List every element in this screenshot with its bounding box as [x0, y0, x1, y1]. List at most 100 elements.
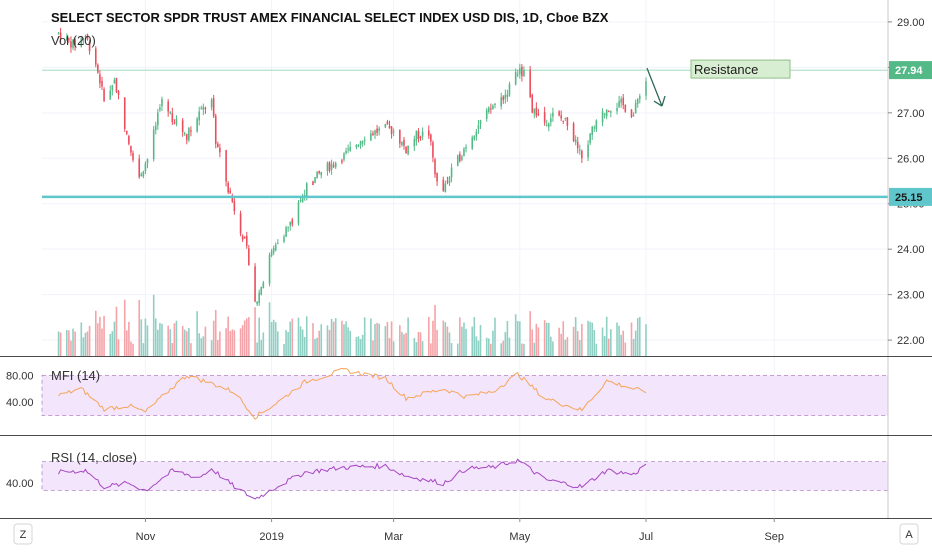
candle-body-19: [113, 80, 116, 84]
volume-bar-23: [126, 330, 128, 356]
mfi-label[interactable]: MFI (14): [51, 368, 100, 383]
candle-body-103: [357, 145, 360, 147]
volume-bar-41: [175, 320, 178, 356]
candle-body-50: [202, 106, 205, 110]
time-tick-label-0: Nov: [136, 531, 156, 543]
volume-bar-125: [419, 332, 422, 356]
volume-bar-129: [432, 320, 434, 356]
volume-bar-1: [59, 332, 62, 356]
candle-body-54: [214, 115, 217, 144]
volume-bar-197: [630, 322, 633, 356]
volume-bar-76: [277, 331, 279, 356]
volume-bar-121: [407, 317, 409, 356]
candle-body-21: [117, 91, 120, 95]
candle-body-31: [146, 159, 149, 164]
candle-body-84: [301, 195, 304, 203]
candle-body-73: [270, 251, 273, 256]
volume-bar-94: [330, 318, 333, 356]
volume-bar-53: [212, 320, 215, 356]
volume-bar-112: [384, 326, 387, 356]
volume-bar-200: [636, 318, 639, 356]
volume-bar-156: [508, 337, 511, 356]
volume-bar-70: [260, 339, 263, 356]
rsi-band: [41, 461, 889, 491]
volume-bar-24: [128, 321, 130, 356]
volume-bar-17: [109, 333, 112, 356]
candle-body-97: [341, 160, 343, 163]
volume-bar-130: [434, 304, 436, 356]
auto-scale-button[interactable]: [899, 523, 919, 545]
volume-bar-127: [428, 316, 430, 356]
volume-bar-80: [289, 321, 292, 356]
volume-bar-28: [140, 319, 143, 356]
volume-bar-157: [514, 314, 517, 356]
candle-body-114: [388, 125, 391, 129]
volume-bar-107: [370, 318, 372, 356]
volume-bar-8: [82, 337, 85, 356]
volume-bar-178: [574, 317, 577, 356]
candle-body-52: [210, 99, 213, 108]
candle-body-175: [564, 117, 567, 119]
volume-bar-133: [444, 322, 447, 356]
candle-body-76: [277, 243, 279, 245]
volume-bars: [57, 294, 647, 356]
volume-bar-36: [161, 323, 163, 356]
volume-bar-57: [225, 328, 227, 356]
candle-body-67: [254, 266, 256, 302]
candle-body-193: [618, 101, 620, 107]
candle-body-64: [243, 237, 246, 239]
volume-label[interactable]: Vol (20): [51, 33, 96, 48]
candle-body-178: [574, 139, 577, 143]
volume-bar-154: [504, 331, 507, 356]
candle-body-152: [500, 97, 502, 107]
candle-body-96: [334, 162, 337, 168]
volume-bar-119: [403, 334, 405, 356]
candle-body-75: [274, 244, 277, 251]
volume-bar-185: [593, 329, 596, 356]
volume-bar-90: [318, 330, 320, 356]
resistance-label-box[interactable]: [690, 59, 791, 79]
candle-body-149: [490, 108, 492, 110]
candle-body-145: [477, 125, 480, 129]
candle-body-34: [157, 112, 159, 126]
volume-bar-92: [326, 325, 329, 356]
candle-body-129: [432, 142, 434, 158]
candle-body-93: [328, 161, 331, 171]
volume-bar-110: [376, 322, 378, 356]
volume-bar-169: [547, 322, 550, 356]
candle-body-154: [504, 94, 507, 99]
candle-body-91: [320, 171, 323, 176]
candle-body-163: [531, 94, 534, 113]
volume-bar-150: [492, 330, 494, 356]
candle-body-117: [399, 130, 401, 144]
candle-body-83: [299, 199, 302, 201]
time-axis[interactable]: Nov 2019 Mar May Jul Sep: [136, 518, 784, 543]
volume-bar-180: [578, 339, 581, 356]
volume-bar-82: [297, 317, 300, 356]
candle-body-72: [268, 255, 271, 284]
time-tick-label-3: May: [509, 531, 530, 543]
rsi-label[interactable]: RSI (14, close): [51, 450, 137, 465]
candle-body-155: [506, 94, 509, 98]
candle-body-23: [126, 130, 128, 134]
candle-body-46: [190, 130, 192, 132]
candle-body-123: [415, 130, 418, 142]
volume-bar-151: [494, 317, 496, 356]
volume-bar-175: [564, 339, 567, 356]
resistance-price-value: 27.94: [895, 65, 923, 77]
volume-bar-134: [446, 326, 449, 356]
volume-bar-3: [68, 330, 70, 356]
volume-bar-22: [123, 299, 126, 356]
volume-bar-50: [202, 336, 205, 356]
price-tick-label-7: 22.00: [897, 335, 925, 347]
volume-bar-104: [359, 339, 362, 356]
candle-body-115: [390, 126, 393, 135]
candle-body-42: [181, 120, 184, 132]
volume-bar-77: [283, 343, 285, 356]
time-tick-label-5: Sep: [764, 531, 784, 543]
candle-body-148: [487, 107, 490, 112]
zoom-button[interactable]: [13, 523, 33, 545]
candle-body-199: [634, 103, 637, 114]
volume-bar-4: [70, 340, 72, 356]
volume-bar-59: [229, 331, 232, 356]
